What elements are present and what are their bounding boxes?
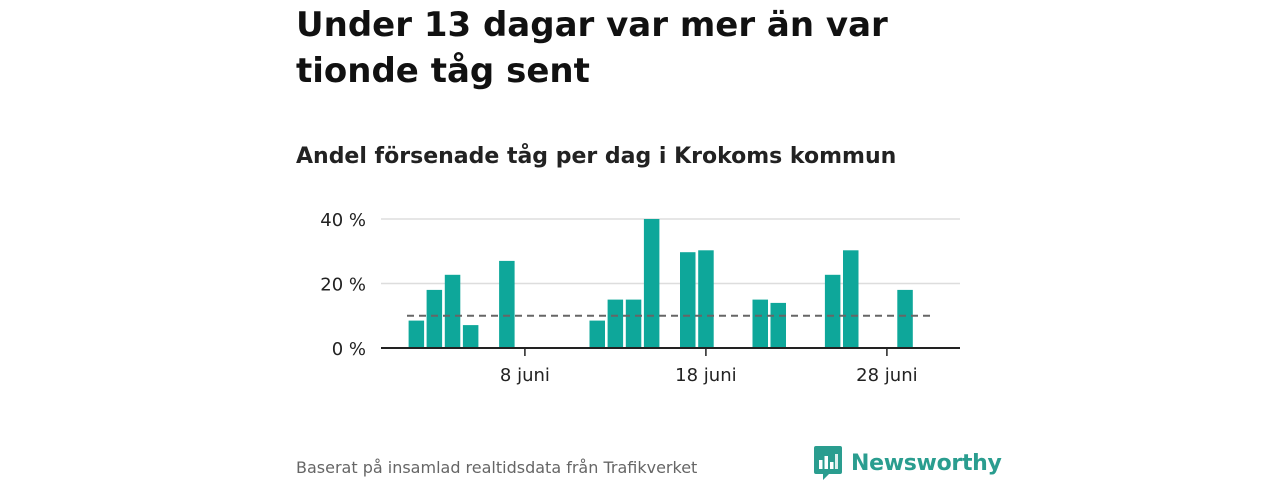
- bar: [824, 274, 841, 348]
- chart-headline: Under 13 dagar var mer än var tionde tåg…: [296, 5, 888, 91]
- chart-subtitle: Andel försenade tåg per dag i Krokoms ko…: [296, 144, 897, 169]
- bar: [752, 299, 768, 348]
- x-tick-label: 8 juni: [500, 365, 550, 386]
- bar-chart-speech-bubble-icon: [814, 446, 842, 480]
- bar: [462, 325, 479, 348]
- brand-name: Newsworthy: [851, 450, 1002, 476]
- bar: [444, 274, 461, 348]
- bar: [897, 289, 913, 348]
- bar: [680, 252, 696, 348]
- bar: [607, 299, 624, 348]
- x-tick-label: 18 juni: [675, 365, 736, 386]
- bar: [625, 299, 642, 348]
- bar: [643, 219, 660, 348]
- bar: [408, 320, 425, 348]
- x-tick-label: 28 juni: [856, 365, 917, 386]
- bar: [499, 260, 515, 348]
- bar: [589, 320, 605, 348]
- brand: Newsworthy: [814, 446, 1002, 480]
- bar: [770, 302, 786, 348]
- y-tick-label: 0 %: [332, 339, 366, 360]
- bar: [426, 289, 443, 348]
- bar: [843, 250, 859, 348]
- y-tick-label: 20 %: [320, 275, 366, 296]
- bar: [698, 250, 714, 348]
- source-note: Baserat på insamlad realtidsdata från Tr…: [296, 458, 698, 477]
- y-tick-label: 40 %: [320, 210, 366, 231]
